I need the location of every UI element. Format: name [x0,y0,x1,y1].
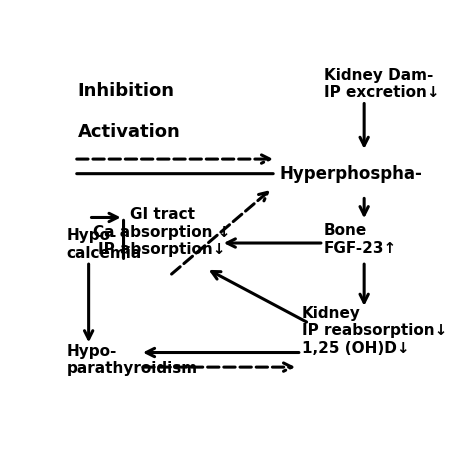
Text: Bone
FGF-23↑: Bone FGF-23↑ [324,223,397,255]
Text: Hyperphospha-: Hyperphospha- [280,164,422,182]
Text: Kidney Dam-
IP excretion↓: Kidney Dam- IP excretion↓ [324,68,439,100]
Text: GI tract
Ca absorption ↓
IP absorption↓: GI tract Ca absorption ↓ IP absorption↓ [93,207,231,257]
Text: Activation: Activation [78,123,181,141]
Text: Kidney
IP reabsorption↓
1,25 (OH)D↓: Kidney IP reabsorption↓ 1,25 (OH)D↓ [301,306,447,356]
Text: Hypo-
calcemia: Hypo- calcemia [66,228,142,261]
Text: Hypo-
parathyroidism: Hypo- parathyroidism [66,344,198,376]
Text: Inhibition: Inhibition [78,82,174,100]
